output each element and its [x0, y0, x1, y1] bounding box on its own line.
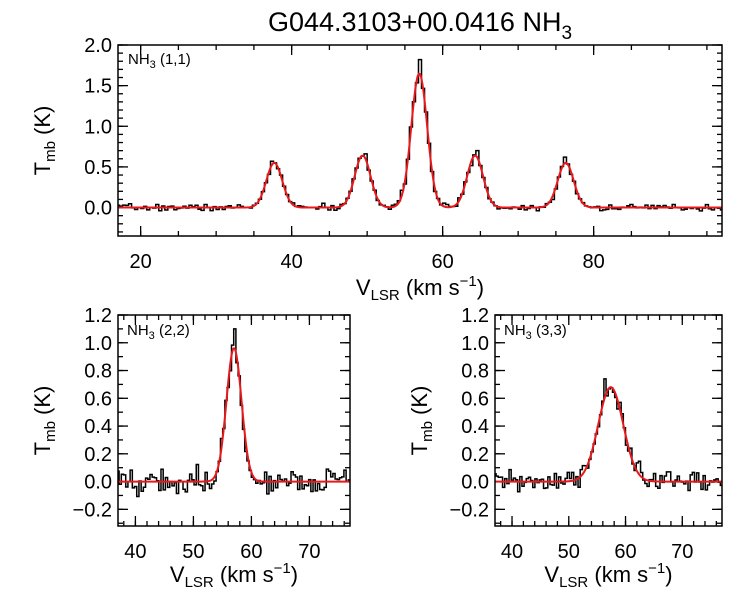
x-tick-label: 40	[281, 251, 303, 273]
panel-label: NH3 (1,1)	[128, 51, 191, 71]
panel-label: NH3 (3,3)	[504, 322, 567, 342]
plot-frame	[495, 315, 722, 526]
panel-nh3-11: 20 40 60 80 0.0 0.5 1.0 1.5 2.0 NH3 (1,1) VLSR (km…	[30, 35, 724, 304]
y-tick-label: 0.4	[84, 416, 112, 438]
y-tick-label: 0.2	[461, 444, 489, 466]
y-tick-label: 0.6	[84, 388, 112, 410]
y-axis-title: Tmb (K)	[30, 386, 59, 456]
x-tick-label: 80	[583, 251, 605, 273]
x-tick-label: 40	[501, 541, 523, 563]
x-axis-title: VLSR (km s−1)	[170, 560, 298, 591]
axis-ticks	[495, 315, 722, 526]
y-axis-title: Tmb (K)	[30, 106, 59, 176]
observed-spectrum-line	[117, 329, 351, 497]
y-tick-label: 0.0	[84, 472, 112, 494]
panel-nh3-33: 40 50 60 70 −0.2 0.0 0.2 0.4 0.6 0.8 1.0 1.2 NH3 (3,…	[407, 305, 723, 591]
fit-curve-line	[495, 387, 722, 481]
observed-spectrum-line	[494, 379, 723, 492]
x-tick-label: 40	[124, 541, 146, 563]
figure-title: G044.3103+00.0416 NH3	[268, 7, 572, 44]
axis-ticks	[118, 315, 350, 526]
fit-curve-line	[118, 74, 722, 208]
spectra-figure: G044.3103+00.0416 NH3 20 40 60 80 0.0 0.5 1.0 1…	[0, 0, 750, 600]
y-tick-label: 0.0	[84, 198, 112, 220]
y-tick-label: 0.6	[461, 388, 489, 410]
panel-nh3-22: 40 50 60 70 −0.2 0.0 0.2 0.4 0.6 0.8 1.0 1.2 NH3 (2,…	[30, 305, 351, 591]
x-tick-label: 70	[298, 541, 320, 563]
y-tick-label: 1.2	[84, 305, 112, 327]
y-tick-label: 2.0	[84, 35, 112, 57]
observed-spectrum-line	[116, 60, 723, 211]
y-tick-label: 1.0	[461, 333, 489, 355]
x-axis-title: VLSR (km s−1)	[544, 560, 672, 591]
y-tick-label: 1.0	[84, 116, 112, 138]
x-tick-label: 60	[432, 251, 454, 273]
y-tick-label: 1.2	[461, 305, 489, 327]
x-axis-title: VLSR (km s−1)	[356, 273, 484, 304]
fit-curve-line	[118, 348, 350, 481]
panel-label: NH3 (2,2)	[127, 322, 190, 342]
x-tick-label: 20	[130, 251, 152, 273]
x-tick-label: 70	[671, 541, 693, 563]
y-tick-label: 0.0	[461, 472, 489, 494]
y-tick-label: 0.8	[461, 361, 489, 383]
x-tick-label: 60	[614, 541, 636, 563]
x-tick-label: 60	[240, 541, 262, 563]
y-tick-label: 0.8	[84, 361, 112, 383]
y-tick-label: −0.2	[450, 499, 489, 521]
y-tick-label: 1.0	[84, 333, 112, 355]
y-tick-label: 0.5	[84, 157, 112, 179]
x-tick-label: 50	[558, 541, 580, 563]
y-tick-label: 0.2	[84, 444, 112, 466]
plot-frame	[118, 315, 350, 526]
y-axis-title: Tmb (K)	[407, 386, 436, 456]
y-tick-label: 1.5	[84, 76, 112, 98]
y-tick-label: −0.2	[73, 499, 112, 521]
y-tick-label: 0.4	[461, 416, 489, 438]
x-tick-label: 50	[182, 541, 204, 563]
